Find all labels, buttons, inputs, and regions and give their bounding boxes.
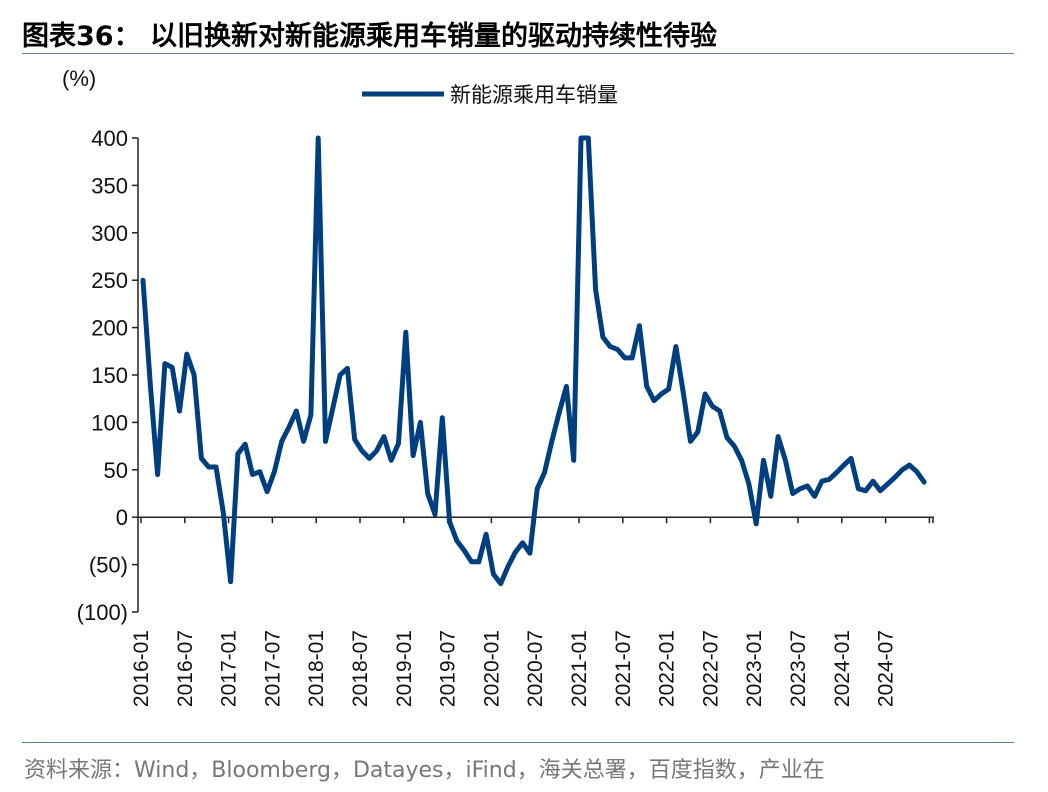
y-tick-label: 150 [91, 363, 128, 388]
footer-divider [22, 742, 1014, 743]
x-tick-label: 2017-01 [218, 630, 241, 707]
x-tick-label: 2021-07 [612, 630, 635, 707]
x-tick-label: 2024-07 [875, 630, 898, 707]
chart-axes [137, 138, 934, 612]
y-tick-label: 350 [91, 173, 128, 198]
y-tick-label: 400 [91, 126, 128, 151]
x-tick-label: 2019-01 [393, 630, 416, 707]
x-tick-label: 2022-07 [699, 630, 722, 707]
x-tick-label: 2018-01 [305, 630, 328, 707]
y-tick-label: 250 [91, 268, 128, 293]
y-tick-label: (100) [77, 600, 128, 625]
y-tick-label: (50) [89, 553, 128, 578]
x-tick-label: 2016-07 [174, 630, 197, 707]
chart-title: 图表36： 以旧换新对新能源乘用车销量的驱动持续性待验 [22, 21, 717, 52]
x-tick-label: 2017-07 [261, 630, 284, 707]
y-axis-unit: (%) [62, 66, 97, 91]
x-tick-label: 2021-01 [568, 630, 591, 707]
source-note: 资料来源：Wind，Bloomberg，Datayes，iFind，海关总署，百… [24, 758, 825, 783]
y-tick-label: 300 [91, 221, 128, 246]
x-tick-label: 2018-07 [349, 630, 372, 707]
y-tick-label: 0 [116, 505, 128, 530]
title-divider [22, 53, 1014, 54]
y-tick-label: 100 [91, 410, 128, 435]
y-axis-ticks: 400 350 300 250 200 150 100 50 0 (50) (100) [77, 126, 138, 625]
x-tick-label: 2023-01 [743, 630, 766, 707]
y-tick-label: 200 [91, 316, 128, 341]
x-tick-label: 2019-07 [437, 630, 460, 707]
x-tick-label: 2024-01 [831, 630, 854, 707]
x-tick-label: 2022-01 [656, 630, 679, 707]
chart-legend: 新能源乘用车销量 [362, 83, 618, 107]
series-line-nev-sales [140, 135, 927, 587]
legend-label: 新能源乘用车销量 [450, 83, 618, 107]
x-tick-label: 2020-01 [480, 630, 503, 707]
x-axis-ticks: 2016-01 2016-07 2017-01 2017-07 2018-01 2018-… [130, 517, 934, 707]
x-tick-label: 2023-07 [787, 630, 810, 707]
x-tick-label: 2016-01 [130, 630, 153, 707]
y-tick-label: 50 [104, 458, 128, 483]
x-tick-label: 2020-07 [524, 630, 547, 707]
